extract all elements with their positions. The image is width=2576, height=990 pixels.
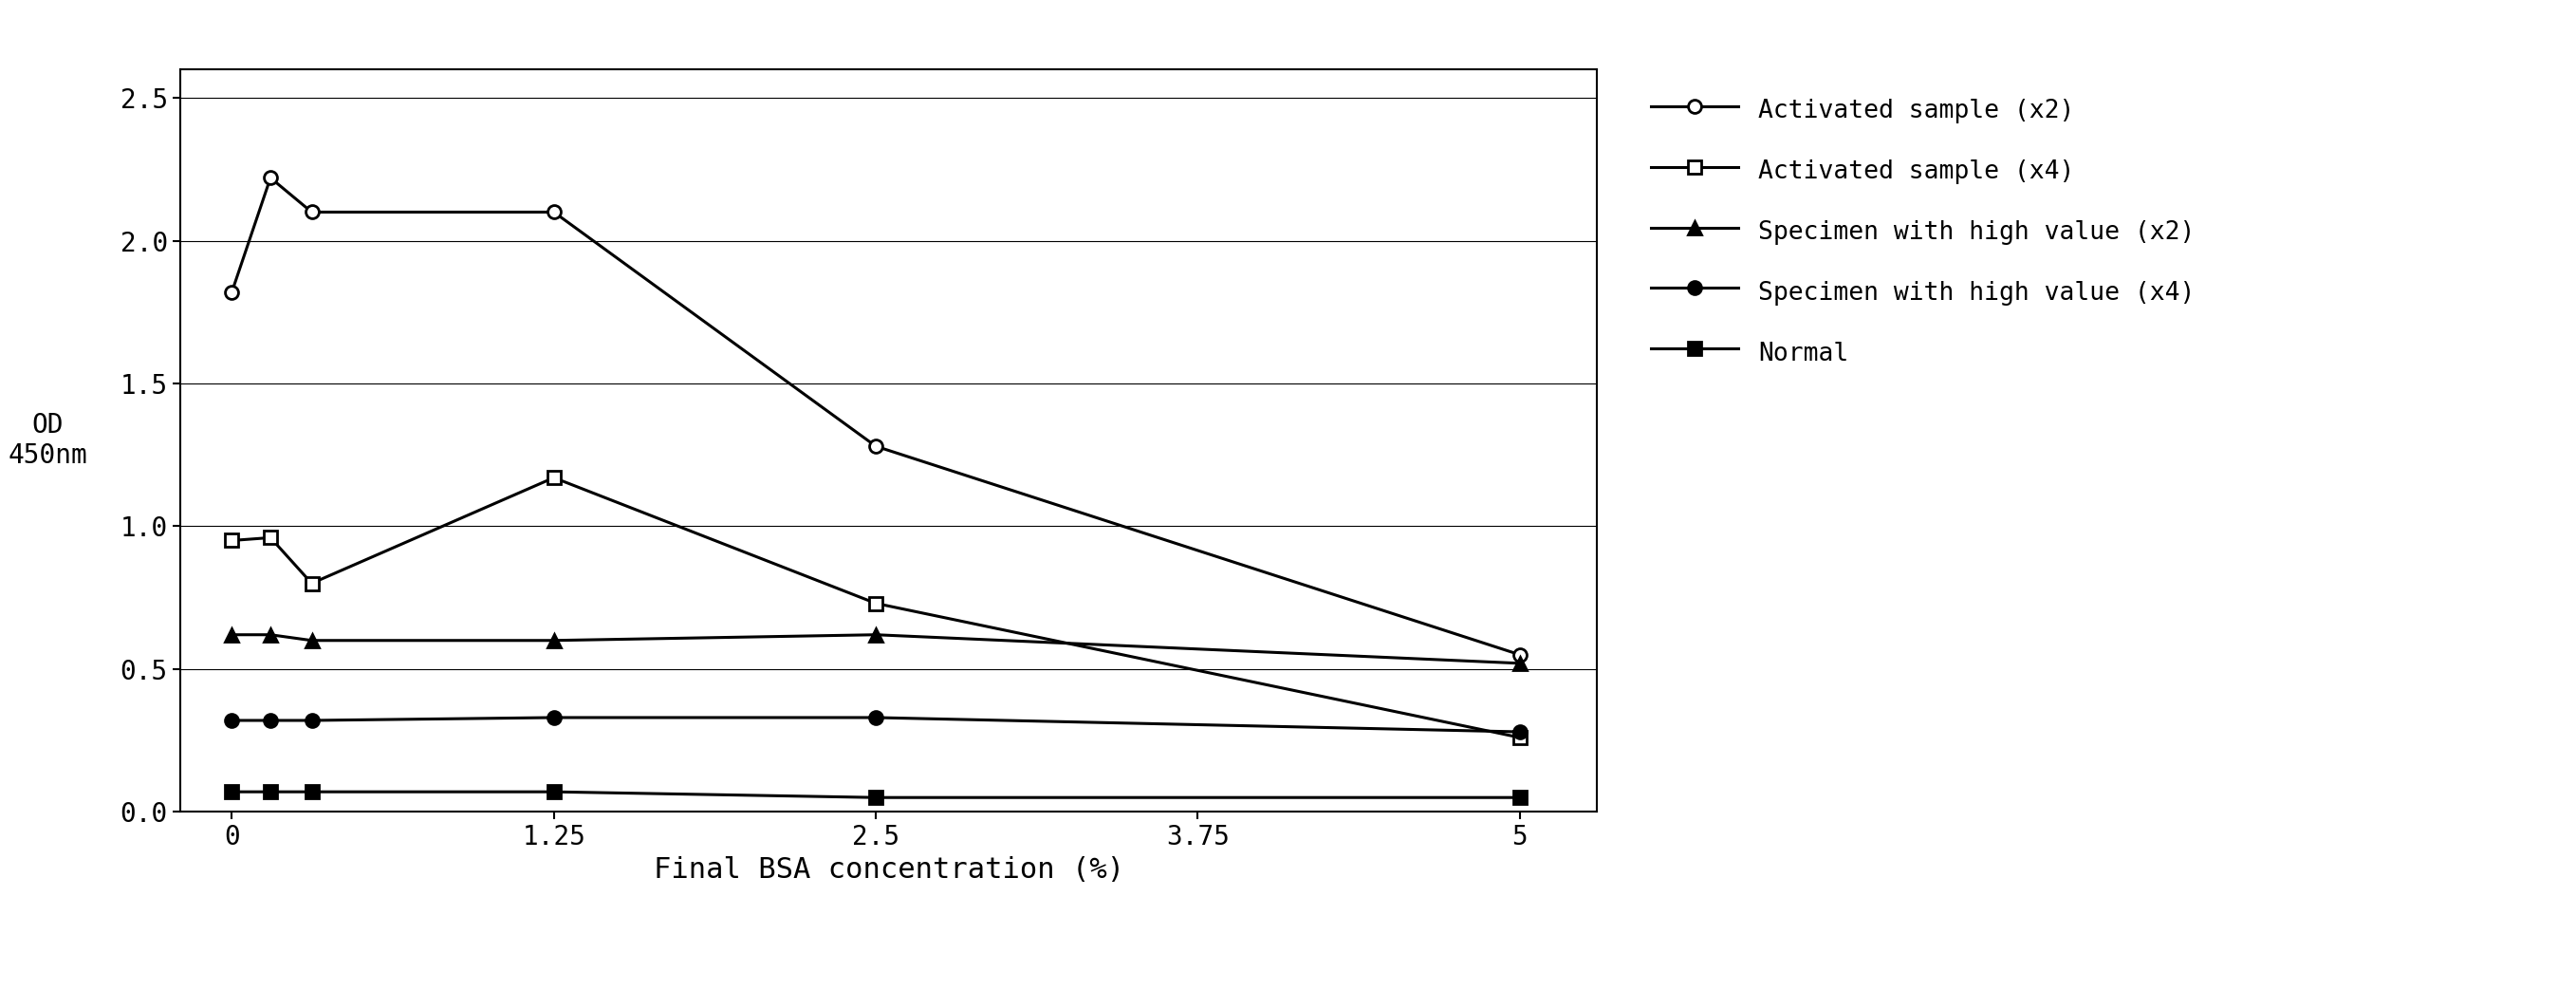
Normal [296,786,327,798]
Normal [1504,792,1535,804]
Specimen with high value (x2) [296,635,327,646]
Specimen with high value (x4) [1504,726,1535,738]
Y-axis label: OD
450nm: OD 450nm [8,412,88,469]
Specimen with high value (x2) [255,629,286,641]
Specimen with high value (x2) [860,629,891,641]
Specimen with high value (x4) [538,712,569,724]
Legend: Activated sample (x2), Activated sample (x4), Specimen with high value (x2), Spe: Activated sample (x2), Activated sample … [1638,82,2208,380]
Specimen with high value (x4) [216,715,247,727]
Activated sample (x4) [216,535,247,546]
Activated sample (x2) [538,206,569,218]
Line: Activated sample (x2): Activated sample (x2) [224,171,1528,661]
Normal [255,786,286,798]
Line: Specimen with high value (x2): Specimen with high value (x2) [224,628,1528,670]
Activated sample (x2) [296,206,327,218]
Normal [216,786,247,798]
Specimen with high value (x4) [296,715,327,727]
Specimen with high value (x4) [255,715,286,727]
Activated sample (x4) [1504,732,1535,743]
Activated sample (x2) [1504,648,1535,660]
Activated sample (x2) [860,441,891,452]
Activated sample (x4) [296,577,327,589]
Specimen with high value (x2) [538,635,569,646]
Activated sample (x2) [216,286,247,298]
Line: Normal: Normal [224,785,1528,804]
Normal [860,792,891,804]
Activated sample (x4) [538,472,569,484]
Specimen with high value (x4) [860,712,891,724]
Specimen with high value (x2) [216,629,247,641]
Activated sample (x2) [255,172,286,184]
Activated sample (x4) [860,597,891,609]
Line: Activated sample (x4): Activated sample (x4) [224,471,1528,744]
Line: Specimen with high value (x4): Specimen with high value (x4) [224,711,1528,739]
X-axis label: Final BSA concentration (%): Final BSA concentration (%) [654,856,1123,884]
Activated sample (x4) [255,532,286,544]
Specimen with high value (x2) [1504,657,1535,669]
Normal [538,786,569,798]
